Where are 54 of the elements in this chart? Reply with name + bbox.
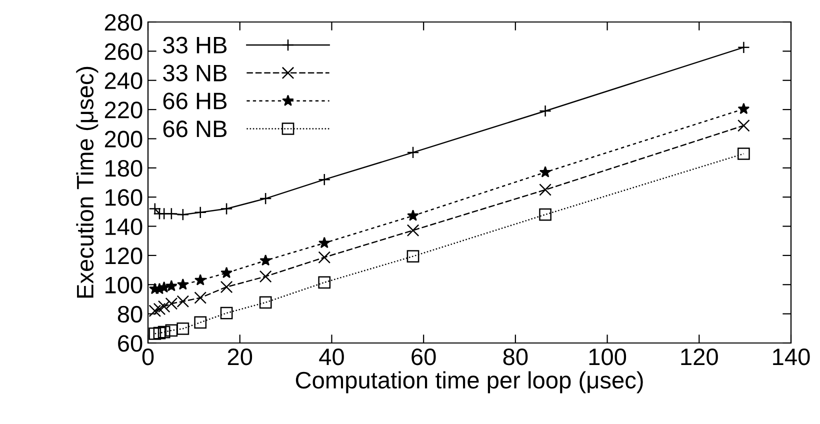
point	[539, 166, 552, 178]
point	[220, 306, 233, 320]
point	[318, 236, 330, 248]
point	[194, 316, 207, 329]
point	[738, 148, 750, 160]
y-tick-label: 160	[106, 189, 142, 206]
point	[153, 326, 166, 340]
point	[176, 322, 190, 335]
y-tick-label: 200	[104, 130, 142, 148]
point	[194, 292, 207, 304]
point	[260, 254, 272, 266]
point	[738, 102, 750, 114]
point	[165, 324, 178, 337]
y-tick-label: 100	[106, 276, 142, 294]
point	[406, 224, 420, 237]
point	[406, 250, 420, 263]
point	[259, 296, 272, 309]
point	[318, 251, 331, 264]
legend-label: 33 NB	[163, 64, 227, 82]
x-tick-label: 60	[412, 348, 436, 366]
point	[259, 270, 272, 283]
y-tick-label: 180	[106, 160, 142, 177]
point	[166, 280, 178, 292]
y-tick-label: 60	[118, 335, 142, 352]
legend-label: 66 HB	[163, 92, 227, 110]
x-tick-label: 0	[142, 348, 154, 366]
y-tick-label: 260	[104, 43, 142, 60]
y-tick-label: 120	[106, 248, 142, 264]
x-axis-title: Computation time per loop (μsec)	[296, 371, 643, 394]
y-tick-label: 240	[104, 72, 142, 90]
point	[738, 119, 750, 132]
y-tick-label: 140	[106, 218, 142, 236]
point	[148, 327, 162, 340]
point	[194, 274, 206, 286]
legend-label: 66 NB	[163, 120, 227, 138]
point	[318, 276, 331, 289]
y-tick-label: 220	[104, 102, 142, 118]
x-tick-label: 140	[773, 348, 810, 366]
point	[539, 184, 552, 196]
point	[220, 266, 232, 278]
point	[158, 326, 170, 338]
x-tick-label: 20	[228, 348, 252, 366]
point	[220, 280, 233, 294]
point	[176, 278, 189, 290]
x-tick-label: 120	[681, 348, 718, 366]
y-axis-title: Execution Time (μsec)	[76, 66, 98, 298]
y-tick-label: 280	[104, 14, 142, 31]
x-tick-label: 100	[589, 348, 626, 366]
x-tick-label: 80	[503, 348, 528, 366]
point	[407, 210, 419, 221]
x-tick-label: 40	[319, 348, 344, 366]
point	[539, 208, 552, 221]
y-tick-label: 80	[118, 306, 142, 323]
legend-label: 33 HB	[163, 36, 227, 54]
